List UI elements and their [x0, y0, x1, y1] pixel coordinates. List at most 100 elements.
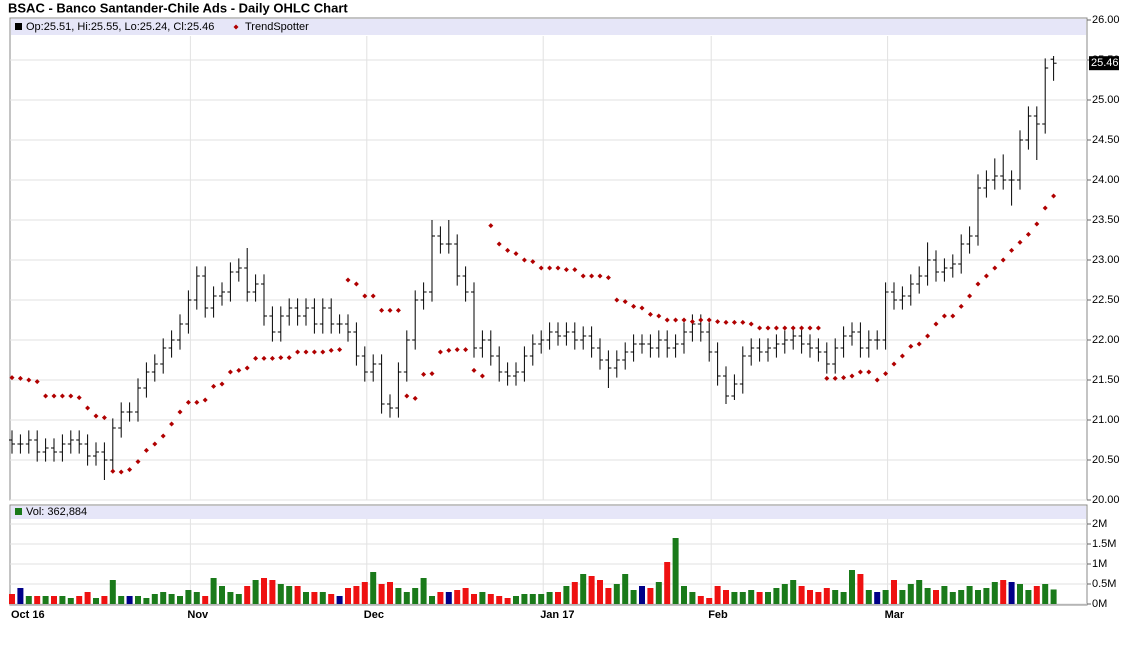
y-tick-label: 20.00	[1092, 494, 1120, 506]
volume-bar	[151, 594, 158, 604]
trendspotter-dot	[68, 393, 74, 399]
trendspotter-dot	[773, 325, 779, 331]
volume-bar	[832, 590, 839, 604]
volume-bar	[9, 594, 15, 604]
volume-bar	[664, 562, 671, 604]
volume-bar	[1017, 584, 1023, 604]
volume-bar	[420, 578, 427, 604]
volume-bar	[294, 586, 301, 604]
trendspotter-dot	[740, 319, 746, 325]
trendspotter-dot	[614, 297, 620, 303]
trendspotter-dot	[1025, 231, 1031, 237]
volume-bar	[93, 598, 99, 604]
volume-bar	[647, 588, 654, 604]
volume-bar	[840, 592, 847, 604]
volume-bar	[269, 580, 276, 604]
trendspotter-dot	[85, 405, 91, 411]
trendspotter-dot	[236, 367, 242, 373]
volume-bar	[655, 582, 662, 604]
volume-bar	[983, 588, 990, 604]
trendspotter-dot	[488, 223, 494, 229]
volume-bar	[739, 592, 746, 604]
trendspotter-dot	[925, 333, 931, 339]
trendspotter-dot	[941, 313, 947, 319]
volume-bar	[622, 574, 629, 604]
trendspotter-dot	[731, 319, 737, 325]
trendspotter-dot	[479, 373, 485, 379]
trendspotter-dot	[563, 267, 569, 273]
trendspotter-dot	[689, 319, 695, 325]
trendspotter-dot	[202, 397, 208, 403]
trendspotter-dot	[555, 265, 561, 271]
volume-bar	[991, 582, 998, 604]
trendspotter-dot	[706, 317, 712, 323]
trendspotter-dot	[505, 247, 511, 253]
volume-bar	[639, 586, 645, 604]
trendspotter-dot	[160, 433, 166, 439]
volume-bar	[303, 592, 309, 604]
volume-bar	[370, 572, 377, 604]
volume-bar	[546, 592, 553, 604]
trendspotter-dot	[639, 305, 645, 311]
volume-bar	[966, 586, 973, 604]
trendspotter-dot	[454, 347, 460, 353]
trendspotter-dot	[521, 257, 527, 263]
trendspotter-dot	[387, 307, 393, 313]
volume-legend: Vol: 362,884	[26, 506, 87, 518]
x-tick-label: Nov	[187, 609, 209, 621]
volume-bar	[504, 598, 511, 604]
volume-bar	[353, 586, 360, 604]
trendspotter-dot	[463, 347, 469, 353]
legend-swatch	[233, 24, 239, 30]
volume-bar	[403, 592, 410, 604]
volume-bar	[731, 592, 738, 604]
volume-bar	[538, 594, 545, 604]
volume-bar	[487, 594, 494, 604]
trendspotter-dot	[379, 307, 385, 313]
volume-bar	[311, 592, 318, 604]
trendspotter-dot	[177, 409, 183, 415]
trendspotter-dot	[404, 393, 410, 399]
trendspotter-dot	[807, 325, 813, 331]
trendspotter-dot	[908, 343, 914, 349]
trendspotter-dot	[698, 317, 704, 323]
volume-legend-swatch	[15, 508, 22, 515]
volume-bar	[815, 592, 822, 604]
trendspotter-dot	[295, 349, 301, 355]
trendspotter-dot	[101, 415, 107, 421]
trendspotter-dot	[513, 251, 519, 257]
volume-bar	[252, 580, 259, 604]
trendspotter-dot	[883, 371, 889, 377]
trendspotter-dot	[421, 371, 427, 377]
volume-bar	[286, 586, 293, 604]
trendspotter-dot	[891, 361, 897, 367]
trendspotter-dot	[1000, 257, 1006, 263]
y-tick-label: 26.00	[1092, 14, 1120, 26]
trendspotter-dot	[832, 375, 838, 381]
x-tick-label: Dec	[364, 609, 384, 621]
trendspotter-dot	[76, 395, 82, 401]
volume-bar	[597, 580, 603, 604]
volume-bar	[235, 594, 242, 604]
trendspotter-dot	[790, 325, 796, 331]
trendspotter-dot	[950, 313, 956, 319]
volume-bar	[891, 580, 897, 604]
volume-bar	[496, 596, 503, 604]
trendspotter-dot	[572, 267, 578, 273]
trendspotter-dot	[437, 349, 443, 355]
trendspotter-dot	[17, 375, 23, 381]
trendspotter-dot	[353, 281, 359, 287]
trendspotter-dot	[496, 241, 502, 247]
trendspotter-dot	[143, 447, 149, 453]
trendspotter-dot	[715, 319, 721, 325]
volume-bar	[168, 594, 175, 604]
trendspotter-dot	[975, 281, 981, 287]
volume-bar	[193, 592, 200, 604]
volume-bar	[1042, 584, 1049, 604]
y-tick-label: 22.00	[1092, 334, 1120, 346]
volume-bar	[849, 570, 855, 604]
volume-bar	[135, 596, 141, 604]
volume-bar	[437, 592, 444, 604]
trendspotter-dot	[673, 317, 679, 323]
